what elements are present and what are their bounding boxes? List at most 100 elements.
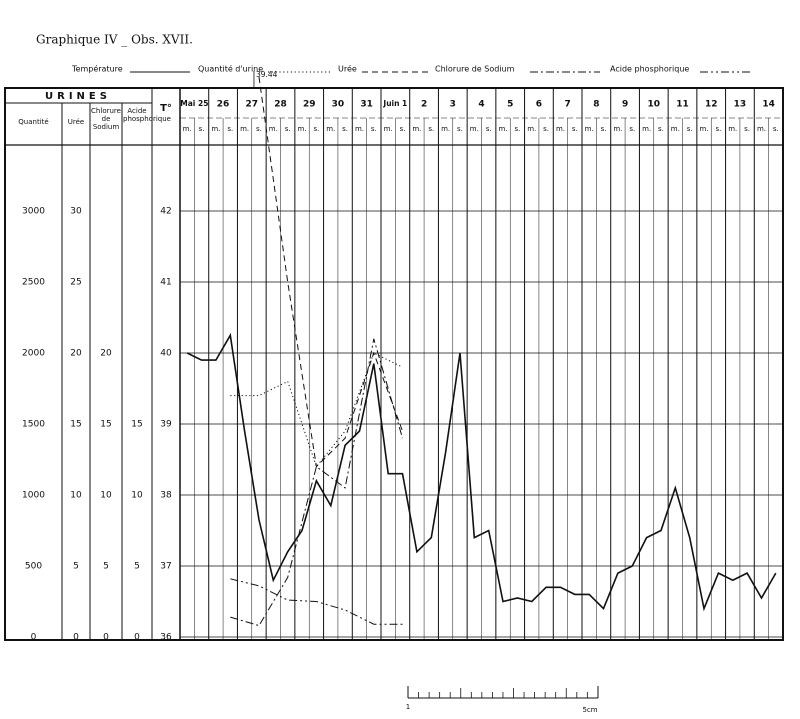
scale-tick-label: 10 [100,491,112,501]
y-tick-label: 38 [160,491,172,501]
half-label: m. [183,125,192,133]
y-tick-label: 41 [160,278,171,288]
scale-tick-label: 15 [70,420,81,430]
day-label: 29 [303,100,316,110]
scale-tick-label: 5 [73,562,79,572]
half-label: s. [543,125,549,133]
series-line [258,76,403,468]
scale-tick-label: 20 [100,349,112,359]
series-line [230,578,403,625]
scale-tick-label: 1500 [22,420,45,430]
half-label: m. [470,125,479,133]
scale-tick-label: 500 [25,562,42,572]
day-label: 28 [274,100,287,110]
half-label: m. [585,125,594,133]
day-label: 10 [648,100,661,110]
series-line [230,338,403,627]
scale-tick-label: 20 [70,349,82,359]
y-tick-label: 40 [160,349,172,359]
half-label: m. [384,125,393,133]
half-label: m. [728,125,737,133]
day-label: 12 [705,100,718,110]
half-label: m. [412,125,421,133]
scale-tick-label: 30 [70,207,82,217]
series-line [186,332,777,612]
day-label: 31 [360,100,373,110]
half-label: m. [613,125,622,133]
half-label: s. [313,125,319,133]
legend-label: Urée [338,64,357,74]
day-label: 4 [478,100,484,110]
day-label: 2 [421,100,427,110]
scale-header: Urée [67,118,85,126]
half-label: m. [355,125,364,133]
scale-tick-label: 3000 [22,207,45,217]
day-label: 7 [565,100,571,110]
day-label: 5 [507,100,513,110]
scale-tick-label: 5 [103,562,109,572]
half-label: m. [240,125,249,133]
half-label: s. [514,125,520,133]
day-label: Mai 25 [180,99,208,108]
scale-header: Chlorure de Sodium [91,107,121,131]
half-label: s. [572,125,578,133]
day-label: 11 [676,100,689,110]
y-tick-label: 39 [160,420,172,430]
half-label: m. [298,125,307,133]
half-label: m. [556,125,565,133]
scale-bar: 1 5cm [406,686,599,714]
day-label: Juin 1 [382,99,407,108]
scale-bar-label: 5cm [582,706,597,714]
scale-tick-label: 15 [100,420,111,430]
day-label: 26 [217,100,230,110]
half-label: m. [757,125,766,133]
y-tick-label: 36 [160,633,172,643]
scale-header: Quantité [18,118,49,126]
half-label: s. [256,125,262,133]
half-label: m. [211,125,220,133]
half-label: s. [199,125,205,133]
scale-tick-label: 2500 [22,278,45,288]
half-label: s. [601,125,607,133]
half-label: s. [629,125,635,133]
frame [4,87,784,641]
day-label: 6 [536,100,542,110]
group-label: URINES [45,91,111,102]
day-label: 13 [734,100,747,110]
scale-tick-label: 10 [131,491,143,501]
half-label: s. [457,125,463,133]
y-tick-label: 37 [160,562,171,572]
half-label: m. [642,125,651,133]
chart-title: Graphique IV _ Obs. XVII. [36,33,193,47]
y-tick-label: 42 [160,207,171,217]
scale-bar-label: 1 [406,703,410,711]
half-label: m. [441,125,450,133]
scale-tick-label: 0 [134,633,140,643]
scale-tick-label: 25 [70,278,81,288]
half-label: s. [687,125,693,133]
half-label: s. [371,125,377,133]
scale-tick-label: 2000 [22,349,45,359]
scale-header: Acide phosphorique [123,107,171,123]
day-label: 30 [332,100,345,110]
half-label: m. [499,125,508,133]
half-label: m. [527,125,536,133]
half-label: s. [744,125,750,133]
half-label: s. [285,125,291,133]
day-label: 3 [450,100,456,110]
scale-tick-label: 0 [73,633,79,643]
half-label: s. [486,125,492,133]
legend-label: Quantité d'urine [198,64,263,74]
half-label: s. [658,125,664,133]
half-label: m. [326,125,335,133]
half-label: s. [773,125,779,133]
day-label: 14 [762,100,775,110]
legend-label: Température [71,64,123,74]
scale-tick-label: 10 [70,491,82,501]
day-label: 27 [246,100,259,110]
scale-tick-label: 1000 [22,491,45,501]
half-label: s. [400,125,406,133]
day-label: 9 [622,100,628,110]
